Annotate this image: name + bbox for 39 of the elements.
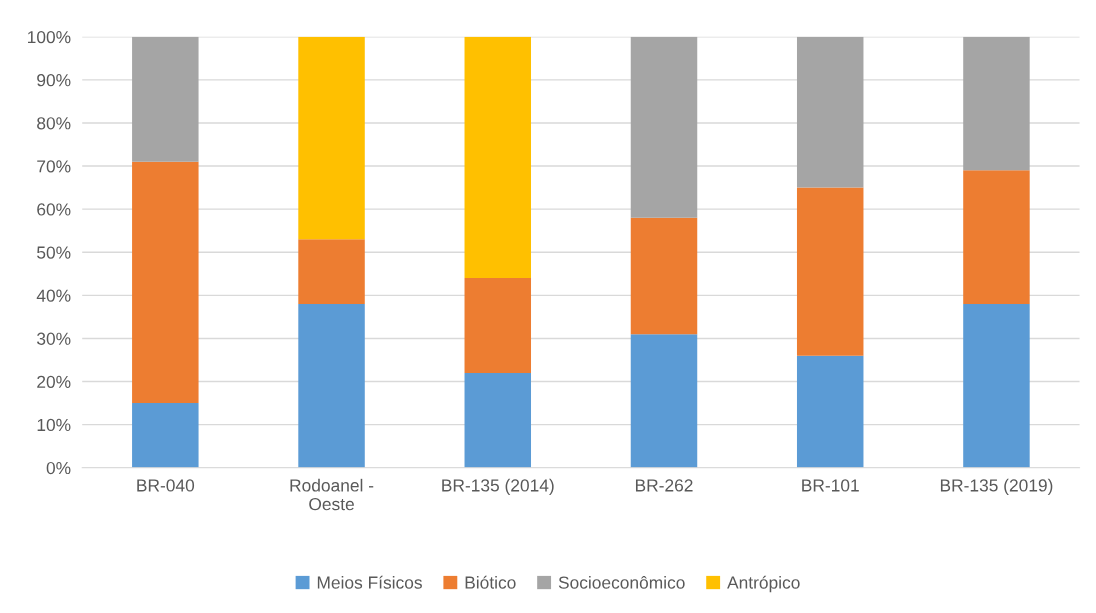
bar <box>464 36 532 279</box>
bar <box>298 239 365 304</box>
y-tick-label: 40% <box>36 289 71 302</box>
y-tick-label: 90% <box>37 74 71 87</box>
y-tick-label: 50% <box>37 246 71 259</box>
bar <box>963 303 1030 468</box>
bar <box>963 170 1030 304</box>
bar <box>963 36 1030 171</box>
x-tick-label: BR-040 <box>137 479 195 492</box>
legend-label: Biótico <box>465 575 516 589</box>
legend-label: Socioeconômico <box>558 575 685 589</box>
bar <box>132 36 199 162</box>
bar <box>630 334 698 468</box>
x-tick-label: Rodoanel - Oeste <box>290 478 374 511</box>
bar <box>630 36 698 218</box>
y-tick-label: 80% <box>37 117 71 130</box>
y-tick-label: 20% <box>37 375 71 388</box>
y-tick-label: 60% <box>37 203 71 216</box>
x-tick-label: BR-135 (2014) <box>442 478 554 496</box>
y-tick-label: 100% <box>28 30 71 44</box>
bar <box>298 36 365 240</box>
bar <box>796 355 864 468</box>
x-tick-label: BR-135 (2019) <box>940 478 1053 496</box>
bar <box>132 403 199 468</box>
bar <box>464 372 532 468</box>
y-tick-label: 10% <box>37 418 71 432</box>
y-tick-label: 0% <box>46 461 71 475</box>
x-tick-label: BR-262 <box>635 479 693 492</box>
legend-label: Meios Físicos <box>317 575 422 589</box>
bar <box>298 303 365 468</box>
bar <box>630 217 698 335</box>
bar <box>132 161 199 404</box>
y-tick-label: 70% <box>37 160 71 173</box>
bar <box>464 278 532 373</box>
bar <box>796 36 864 188</box>
y-tick-label: 30% <box>37 332 71 345</box>
bar <box>796 187 864 356</box>
x-tick-label: BR-101 <box>802 479 859 492</box>
legend-label: Antrópico <box>727 575 800 593</box>
